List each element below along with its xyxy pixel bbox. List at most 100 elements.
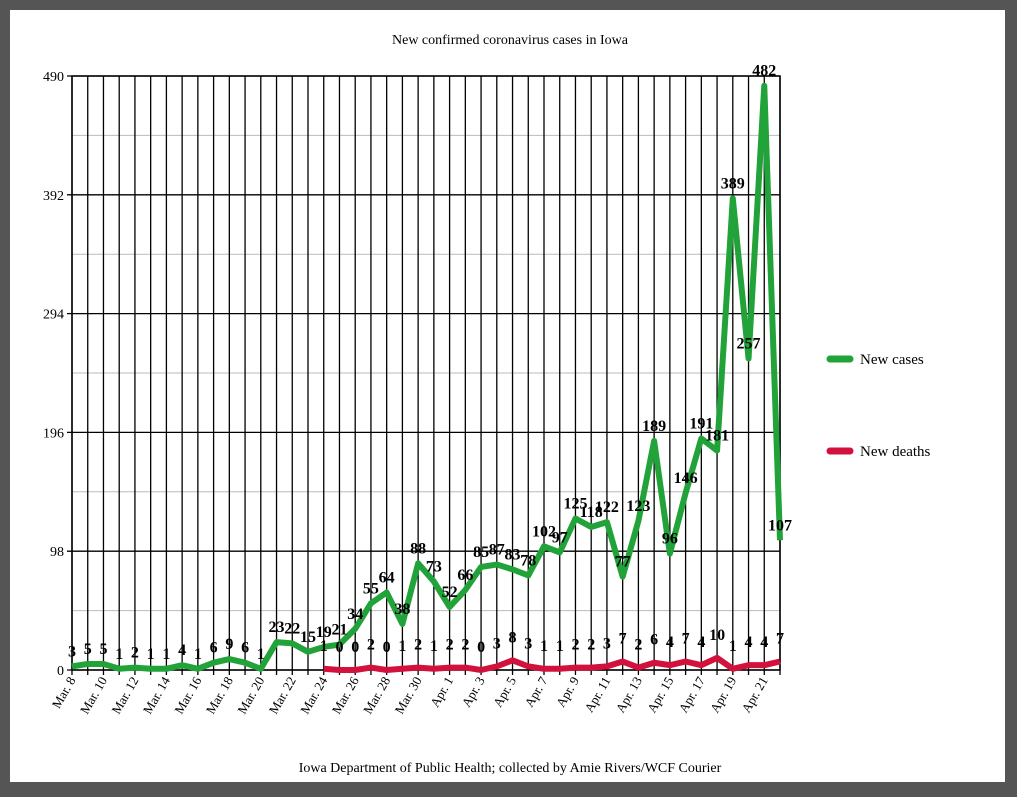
data-label: 2 — [414, 637, 422, 654]
data-label: 7 — [682, 631, 690, 648]
x-tick-label: Apr. 13 — [613, 674, 645, 715]
data-label: 4 — [760, 634, 768, 651]
data-label: 1 — [398, 638, 406, 655]
x-tick-label: Mar. 16 — [171, 674, 204, 717]
data-label: 0 — [335, 639, 343, 656]
x-tick-label: Apr. 15 — [644, 674, 676, 715]
data-label: 0 — [351, 639, 359, 656]
data-label: 107 — [768, 517, 792, 534]
data-label: 0 — [383, 639, 391, 656]
data-label: 3 — [493, 635, 501, 652]
data-label: 19 — [316, 624, 332, 641]
x-tick-label: Apr. 11 — [581, 674, 613, 715]
data-label: 15 — [300, 629, 316, 646]
x-tick-label: Mar. 18 — [203, 674, 236, 717]
x-tick-label: Mar. 20 — [234, 674, 267, 717]
data-label: 96 — [662, 531, 678, 548]
data-label: 9 — [225, 636, 233, 653]
data-label: 125 — [563, 495, 587, 512]
data-label: 146 — [674, 470, 698, 487]
x-tick-label: Apr. 7 — [521, 674, 550, 710]
data-label: 64 — [379, 569, 395, 586]
data-label: 55 — [363, 580, 379, 597]
data-label: 1 — [194, 646, 202, 663]
x-tick-label: Apr. 21 — [738, 674, 770, 715]
x-tick-label: Mar. 22 — [266, 674, 299, 717]
data-label: 2 — [571, 637, 579, 654]
data-label: 2 — [634, 637, 642, 654]
data-label: 102 — [532, 523, 556, 540]
data-label: 1 — [115, 646, 123, 663]
data-label: 2 — [367, 637, 375, 654]
data-label: 4 — [697, 634, 705, 651]
x-tick-label: Mar. 30 — [392, 674, 425, 717]
x-tick-label: Mar. 10 — [77, 674, 110, 717]
data-label: 257 — [737, 335, 761, 352]
data-label: 122 — [595, 499, 619, 516]
y-tick-label: 294 — [43, 308, 64, 323]
data-label: 3 — [603, 635, 611, 652]
data-label: 2 — [587, 637, 595, 654]
data-label: 66 — [457, 567, 473, 584]
data-label: 85 — [473, 544, 489, 561]
data-label: 8 — [509, 629, 517, 646]
data-label: 23 — [269, 619, 285, 636]
x-tick-label: Apr. 19 — [707, 674, 739, 715]
data-label: 191 — [689, 415, 713, 432]
data-label: 5 — [84, 641, 92, 658]
x-tick-label: Apr. 5 — [490, 674, 519, 710]
y-tick-label: 490 — [43, 70, 64, 85]
data-label: 118 — [580, 504, 603, 521]
x-tick-label: Mar. 26 — [329, 674, 362, 717]
data-label: 1 — [320, 638, 328, 655]
data-label: 1 — [556, 638, 564, 655]
data-label: 2 — [131, 645, 139, 662]
y-tick-label: 98 — [50, 545, 64, 560]
data-label: 7 — [776, 631, 784, 648]
data-label: 34 — [347, 606, 363, 623]
x-tick-label: Apr. 9 — [553, 674, 582, 710]
data-label: 83 — [505, 546, 521, 563]
legend-label: New deaths — [860, 444, 931, 460]
data-label: 1 — [729, 638, 737, 655]
chart-title: New confirmed coronavirus cases in Iowa — [392, 33, 629, 48]
x-tick-label: Mar. 12 — [108, 674, 141, 717]
data-label: 7 — [619, 631, 627, 648]
data-label: 88 — [410, 540, 426, 557]
y-tick-label: 0 — [57, 664, 64, 679]
legend-label: New cases — [860, 352, 924, 368]
series-line — [71, 82, 783, 672]
data-label: 52 — [442, 584, 458, 601]
data-label: 482 — [752, 63, 776, 80]
x-tick-label: Mar. 28 — [360, 674, 393, 717]
data-label: 1 — [430, 638, 438, 655]
data-label: 2 — [446, 637, 454, 654]
x-tick-label: Mar. 14 — [140, 674, 173, 717]
data-label: 38 — [394, 601, 410, 618]
data-label: 0 — [477, 639, 485, 656]
data-label: 181 — [705, 428, 729, 445]
x-tick-label: Apr. 1 — [427, 674, 456, 710]
x-tick-label: Apr. 3 — [458, 674, 487, 710]
x-tick-label: Apr. 17 — [675, 674, 708, 716]
data-label: 123 — [626, 498, 650, 515]
data-label: 77 — [615, 554, 631, 571]
data-label: 6 — [210, 640, 218, 657]
data-label: 1 — [540, 638, 548, 655]
page: New confirmed coronavirus cases in Iowa … — [10, 10, 1005, 782]
data-label: 6 — [241, 640, 249, 657]
data-label: 189 — [642, 418, 666, 435]
data-label: 22 — [284, 620, 300, 637]
data-label: 1 — [162, 646, 170, 663]
data-label: 6 — [650, 632, 658, 649]
data-label: 389 — [721, 175, 745, 192]
data-label: 1 — [147, 646, 155, 663]
data-label: 73 — [426, 559, 442, 576]
data-label: 2 — [461, 637, 469, 654]
source-note: Iowa Department of Public Health; collec… — [299, 761, 722, 776]
y-tick-label: 392 — [43, 189, 64, 204]
data-label: 5 — [99, 641, 107, 658]
data-label: 97 — [552, 529, 568, 546]
data-label: 4 — [666, 634, 674, 651]
data-label: 3 — [524, 635, 532, 652]
